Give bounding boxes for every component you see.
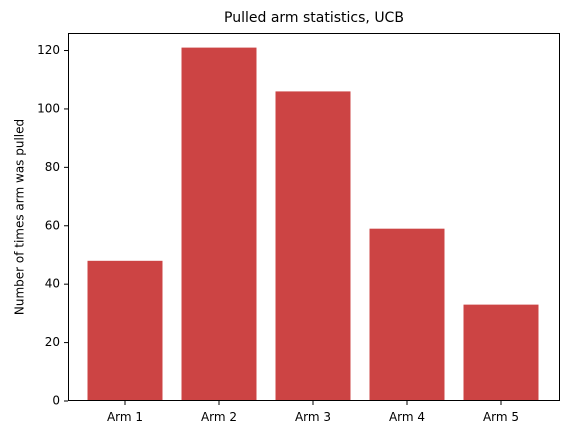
y-tick-label: 0 xyxy=(52,394,60,408)
y-tick-label: 60 xyxy=(45,218,60,232)
x-axis-ticks: Arm 1 Arm 2 Arm 3 Arm 4 Arm 5 xyxy=(107,401,519,424)
bar-arm-3 xyxy=(275,91,351,402)
y-tick-label: 120 xyxy=(37,43,60,57)
x-tick-label: Arm 2 xyxy=(201,410,237,424)
y-tick-label: 40 xyxy=(45,277,60,291)
y-axis-label: Number of times arm was pulled xyxy=(13,119,27,315)
bar-arm-5 xyxy=(463,304,539,401)
bar-arm-4 xyxy=(369,228,445,401)
y-tick-label: 80 xyxy=(45,160,60,174)
bar-arm-1 xyxy=(87,260,163,401)
y-tick-label: 20 xyxy=(45,335,60,349)
x-tick-label: Arm 4 xyxy=(389,410,425,424)
x-tick-label: Arm 1 xyxy=(107,410,143,424)
chart-title: Pulled arm statistics, UCB xyxy=(224,10,404,26)
bars-group xyxy=(87,47,539,402)
bar-arm-2 xyxy=(181,47,257,401)
x-tick-label: Arm 3 xyxy=(295,410,331,424)
y-axis-ticks: 0 20 40 60 80 100 120 xyxy=(37,43,68,408)
y-tick-label: 100 xyxy=(37,101,60,115)
x-tick-label: Arm 5 xyxy=(483,410,519,424)
plot-area-frame xyxy=(68,33,560,401)
